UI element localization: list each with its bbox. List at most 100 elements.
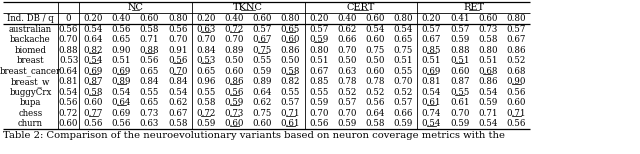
Text: 0.54: 0.54 <box>168 88 188 97</box>
Text: 0.40: 0.40 <box>225 14 244 23</box>
Text: 0.80: 0.80 <box>281 14 300 23</box>
Text: 0.51: 0.51 <box>422 56 441 65</box>
Text: 0.62: 0.62 <box>168 98 188 107</box>
Text: 0.54: 0.54 <box>365 25 385 34</box>
Text: 0.69: 0.69 <box>111 67 131 76</box>
Text: 0.55: 0.55 <box>309 88 328 97</box>
Text: 0.59: 0.59 <box>309 98 328 107</box>
Text: 0.69: 0.69 <box>111 109 131 118</box>
Text: bupa: bupa <box>20 98 41 107</box>
Text: 0.66: 0.66 <box>394 109 413 118</box>
Text: 0.70: 0.70 <box>59 35 78 44</box>
Text: 0.89: 0.89 <box>225 46 244 55</box>
Text: 0.58: 0.58 <box>365 119 385 128</box>
Text: 0.80: 0.80 <box>394 14 413 23</box>
Text: 0.71: 0.71 <box>281 109 300 118</box>
Text: 0.56: 0.56 <box>168 25 188 34</box>
Text: 0.60: 0.60 <box>365 67 385 76</box>
Text: 0.51: 0.51 <box>394 56 413 65</box>
Text: biomed: biomed <box>15 46 47 55</box>
Text: 0.60: 0.60 <box>281 35 300 44</box>
Text: 0.72: 0.72 <box>196 109 216 118</box>
Text: 0.57: 0.57 <box>253 25 272 34</box>
Text: 0.51: 0.51 <box>111 56 131 65</box>
Text: 0.55: 0.55 <box>281 88 300 97</box>
Text: 0.64: 0.64 <box>59 67 78 76</box>
Text: 0.65: 0.65 <box>111 35 131 44</box>
Text: 0.58: 0.58 <box>478 35 498 44</box>
Text: 0.81: 0.81 <box>59 77 78 86</box>
Text: 0.54: 0.54 <box>478 119 497 128</box>
Text: 0.70: 0.70 <box>309 109 328 118</box>
Text: 0.59: 0.59 <box>450 119 469 128</box>
Text: 0.61: 0.61 <box>281 119 300 128</box>
Text: 0.52: 0.52 <box>394 88 413 97</box>
Text: 0.64: 0.64 <box>365 109 385 118</box>
Text: Table 2: Comparison of the neuroevolutionary variants based on neuron coverage m: Table 2: Comparison of the neuroevolutio… <box>3 132 505 140</box>
Text: 0.57: 0.57 <box>337 98 356 107</box>
Text: 0.63: 0.63 <box>337 67 356 76</box>
Text: 0.84: 0.84 <box>168 77 188 86</box>
Text: RET: RET <box>463 3 484 12</box>
Text: breast: breast <box>17 56 44 65</box>
Text: 0.57: 0.57 <box>281 98 300 107</box>
Text: 0.78: 0.78 <box>365 77 385 86</box>
Text: 0.60: 0.60 <box>365 14 385 23</box>
Text: 0.73: 0.73 <box>225 109 244 118</box>
Text: 0: 0 <box>66 14 71 23</box>
Text: 0.58: 0.58 <box>168 119 188 128</box>
Text: 0.58: 0.58 <box>83 88 103 97</box>
Text: 0.84: 0.84 <box>196 46 216 55</box>
Text: 0.56: 0.56 <box>309 119 328 128</box>
Text: 0.67: 0.67 <box>309 67 328 76</box>
Text: 0.56: 0.56 <box>59 98 78 107</box>
Text: 0.40: 0.40 <box>111 14 131 23</box>
Text: TKNC: TKNC <box>233 3 263 12</box>
Text: 0.80: 0.80 <box>478 46 498 55</box>
Text: backache: backache <box>10 35 51 44</box>
Text: 0.63: 0.63 <box>140 119 159 128</box>
Text: 0.61: 0.61 <box>450 98 470 107</box>
Text: 0.75: 0.75 <box>253 46 272 55</box>
Text: 0.60: 0.60 <box>225 119 244 128</box>
Text: 0.70: 0.70 <box>337 46 356 55</box>
Text: 0.20: 0.20 <box>83 14 103 23</box>
Text: 0.90: 0.90 <box>111 46 131 55</box>
Text: 0.78: 0.78 <box>337 77 356 86</box>
Text: 0.60: 0.60 <box>59 119 78 128</box>
Text: 0.77: 0.77 <box>83 109 103 118</box>
Text: 0.56: 0.56 <box>111 25 131 34</box>
Text: 0.57: 0.57 <box>309 25 328 34</box>
Text: 0.86: 0.86 <box>478 77 498 86</box>
Text: 0.51: 0.51 <box>450 56 470 65</box>
Text: 0.55: 0.55 <box>196 88 216 97</box>
Text: 0.55: 0.55 <box>394 67 413 76</box>
Text: 0.86: 0.86 <box>225 77 244 86</box>
Text: 0.81: 0.81 <box>422 77 442 86</box>
Text: 0.57: 0.57 <box>422 25 441 34</box>
Text: 0.52: 0.52 <box>365 88 385 97</box>
Text: 0.70: 0.70 <box>337 109 356 118</box>
Text: 0.59: 0.59 <box>309 35 328 44</box>
Text: 0.66: 0.66 <box>337 35 356 44</box>
Text: 0.60: 0.60 <box>253 119 272 128</box>
Text: 0.56: 0.56 <box>506 119 526 128</box>
Text: 0.56: 0.56 <box>140 56 159 65</box>
Text: breast_cancer: breast_cancer <box>0 66 61 76</box>
Text: 0.84: 0.84 <box>140 77 159 86</box>
Text: 0.67: 0.67 <box>506 35 526 44</box>
Text: 0.41: 0.41 <box>450 14 470 23</box>
Text: churn: churn <box>18 119 43 128</box>
Text: 0.80: 0.80 <box>506 14 526 23</box>
Text: 0.52: 0.52 <box>337 88 356 97</box>
Text: 0.89: 0.89 <box>253 77 272 86</box>
Text: 0.56: 0.56 <box>506 88 526 97</box>
Text: 0.90: 0.90 <box>506 77 526 86</box>
Text: NC: NC <box>127 3 143 12</box>
Text: 0.64: 0.64 <box>111 98 131 107</box>
Text: 0.54: 0.54 <box>422 119 441 128</box>
Text: 0.54: 0.54 <box>111 88 131 97</box>
Text: chess: chess <box>19 109 43 118</box>
Text: 0.59: 0.59 <box>394 119 413 128</box>
Text: 0.62: 0.62 <box>337 25 356 34</box>
